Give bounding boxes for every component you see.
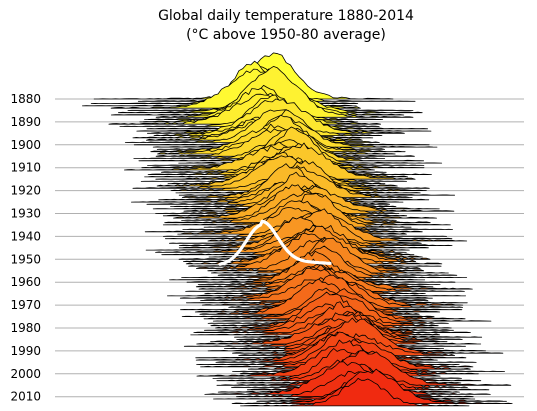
y-tick-label: 1920 (10, 184, 41, 198)
y-tick-label: 1940 (10, 229, 41, 243)
y-tick-label: 1910 (10, 161, 41, 175)
ridge-1946 (145, 216, 410, 251)
y-tick-label: 1960 (10, 275, 41, 289)
chart-subtitle: (°C above 1950-80 average) (186, 27, 386, 43)
y-tick-label: 1880 (10, 92, 41, 106)
y-tick-label: 1970 (10, 298, 41, 312)
chart-title: Global daily temperature 1880-2014 (158, 8, 414, 24)
y-tick-label: 1900 (10, 138, 41, 152)
y-tick-label: 1990 (10, 344, 41, 358)
ridge-1991 (232, 317, 504, 354)
ridge-2011 (213, 372, 476, 400)
y-tick-label: 2000 (10, 367, 41, 381)
ridges-layer (82, 52, 513, 407)
highlight-layer (218, 219, 332, 266)
y-tick-label: 1890 (10, 115, 41, 129)
y-tick-label: 1930 (10, 207, 41, 221)
ridge-1892 (119, 94, 380, 127)
ridge-1974 (199, 278, 420, 315)
ridge-1908 (178, 126, 443, 164)
ridge-2014 (240, 378, 470, 407)
highlight-ridge-1950 (218, 219, 332, 266)
labels-layer: 1880 1890 1900 1910 1920 1930 1940 1950 1960 1970… (10, 92, 41, 404)
ridge-1891 (108, 93, 381, 125)
y-tick-label: 1980 (10, 321, 41, 335)
ridge-1888 (155, 66, 414, 118)
y-tick-label: 1950 (10, 252, 41, 266)
ridge-1906 (133, 136, 386, 159)
y-tick-label: 2010 (10, 390, 41, 404)
